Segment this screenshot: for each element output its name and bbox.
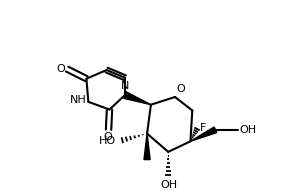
Polygon shape xyxy=(124,92,151,105)
Text: O: O xyxy=(103,132,112,142)
Text: O: O xyxy=(176,84,185,94)
Text: OH: OH xyxy=(239,125,256,135)
Text: NH: NH xyxy=(70,95,86,105)
Polygon shape xyxy=(144,134,150,160)
Text: F: F xyxy=(200,123,207,133)
Text: OH: OH xyxy=(161,180,178,190)
Polygon shape xyxy=(190,127,217,141)
Text: N: N xyxy=(121,81,129,91)
Text: O: O xyxy=(56,64,65,74)
Text: HO: HO xyxy=(99,136,116,146)
